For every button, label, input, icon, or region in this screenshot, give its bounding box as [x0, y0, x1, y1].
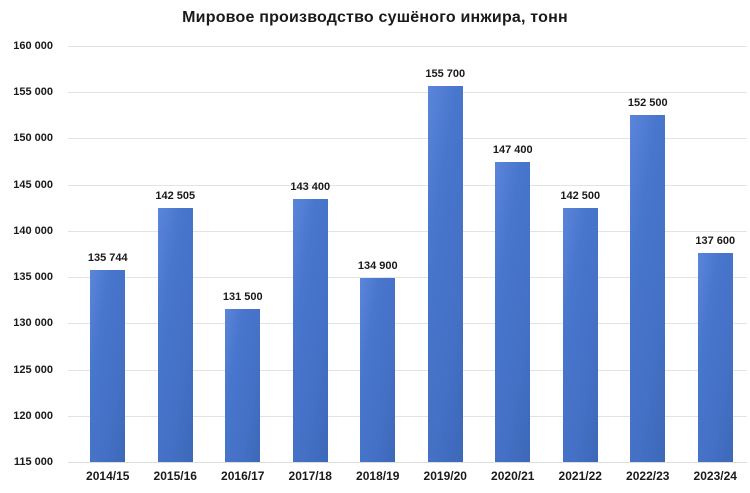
x-axis-category-label: 2018/19 [356, 469, 400, 483]
x-axis-category-label: 2021/22 [558, 469, 602, 483]
bar-value-label: 147 400 [492, 144, 533, 157]
y-axis-tick-label: 125 000 [13, 363, 53, 376]
y-axis-tick-label: 160 000 [13, 40, 53, 52]
y-axis-tick-label: 145 000 [13, 178, 53, 191]
bar [292, 199, 328, 462]
y-axis-tick-label: 155 000 [13, 86, 53, 99]
bar-value-label: 137 600 [695, 235, 736, 248]
bar-value-label: 134 900 [357, 260, 398, 273]
chart-title: Мировое производство сушёного инжира, то… [182, 9, 568, 26]
gridline [68, 415, 747, 417]
bar [630, 115, 666, 462]
gridline [68, 277, 747, 279]
bar-value-label: 135 744 [87, 252, 128, 265]
y-axis-tick-label: 135 000 [13, 271, 53, 284]
x-axis-category-label: 2023/24 [693, 469, 737, 483]
x-axis-category-label: 2017/18 [288, 469, 332, 483]
gridline [68, 184, 747, 186]
bar-value-label: 143 400 [290, 181, 331, 194]
y-axis-tick-label: 120 000 [13, 409, 53, 422]
gridline [68, 92, 747, 94]
bar [90, 270, 126, 462]
bar-value-label: 152 500 [627, 97, 668, 110]
x-axis-category-label: 2019/20 [423, 469, 467, 483]
bar [225, 309, 261, 462]
bar [427, 85, 463, 462]
y-axis-tick-label: 130 000 [13, 317, 53, 330]
y-axis-tick-label: 140 000 [13, 224, 53, 237]
x-axis-category-label: 2020/21 [491, 469, 535, 483]
bar-value-label: 142 500 [560, 189, 601, 202]
bar [697, 253, 733, 462]
y-axis-tick-label: 115 000 [13, 456, 53, 468]
gridline [68, 230, 747, 232]
gridline [68, 46, 747, 47]
bar [360, 278, 396, 462]
y-axis-tick-label: 150 000 [13, 132, 53, 145]
x-axis-line [68, 462, 747, 463]
bar-value-label: 155 700 [425, 67, 466, 80]
gridline [68, 369, 747, 371]
bar [495, 162, 531, 462]
bar-value-label: 131 500 [222, 291, 263, 304]
gridline [68, 323, 747, 325]
bar-value-label: 142 505 [155, 189, 196, 202]
gridline [68, 138, 747, 140]
bar [157, 207, 193, 462]
bar [562, 207, 598, 462]
x-axis-category-label: 2016/17 [221, 469, 265, 483]
x-axis-category-label: 2014/15 [86, 469, 130, 483]
x-axis-category-label: 2015/16 [153, 469, 197, 483]
x-axis-category-label: 2022/23 [626, 469, 670, 483]
